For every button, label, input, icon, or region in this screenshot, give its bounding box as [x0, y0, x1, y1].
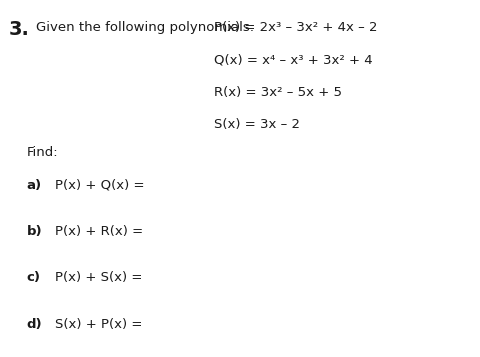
Text: c): c)	[26, 271, 40, 284]
Text: a): a)	[26, 178, 42, 191]
Text: S(x) + P(x) =: S(x) + P(x) =	[55, 318, 143, 331]
Text: Find:: Find:	[26, 146, 58, 159]
Text: S(x) = 3x – 2: S(x) = 3x – 2	[214, 118, 300, 131]
Text: 3.: 3.	[9, 20, 29, 39]
Text: d): d)	[26, 318, 42, 331]
Text: P(x) + Q(x) =: P(x) + Q(x) =	[55, 178, 144, 191]
Text: P(x) = 2x³ – 3x² + 4x – 2: P(x) = 2x³ – 3x² + 4x – 2	[214, 21, 377, 34]
Text: Given the following polynomials:: Given the following polynomials:	[36, 21, 254, 34]
Text: P(x) + R(x) =: P(x) + R(x) =	[55, 225, 144, 238]
Text: R(x) = 3x² – 5x + 5: R(x) = 3x² – 5x + 5	[214, 86, 342, 99]
Text: b): b)	[26, 225, 42, 238]
Text: Q(x) = x⁴ – x³ + 3x² + 4: Q(x) = x⁴ – x³ + 3x² + 4	[214, 54, 372, 66]
Text: P(x) + S(x) =: P(x) + S(x) =	[55, 271, 143, 284]
